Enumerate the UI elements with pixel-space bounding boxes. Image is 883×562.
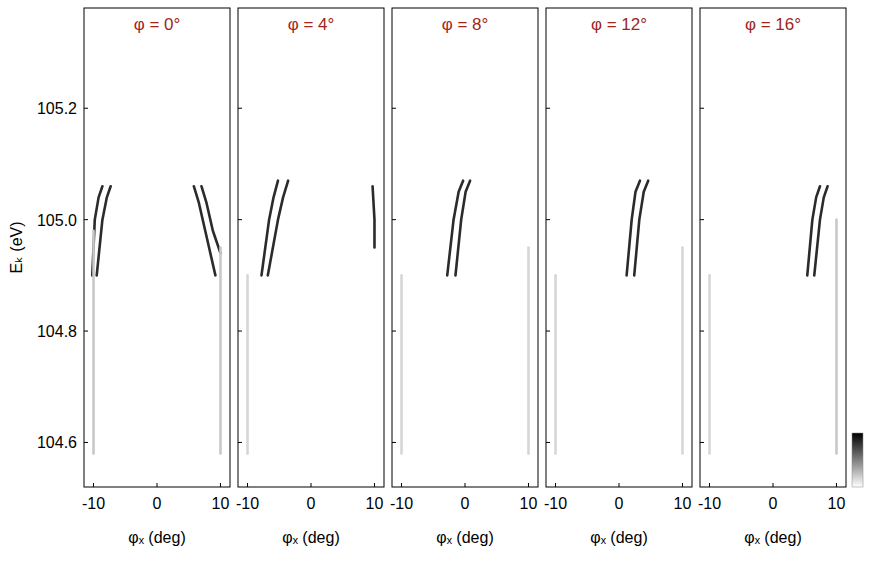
band-line (681, 248, 684, 454)
x-tick-label: -10 (544, 495, 567, 512)
x-tick (682, 483, 683, 487)
y-tick-label: 104.8 (37, 323, 77, 340)
x-tick (220, 483, 221, 487)
frame (700, 8, 846, 487)
plot-area (710, 186, 837, 453)
x-axis-title: φₓ (deg) (744, 529, 801, 546)
band-line (634, 181, 648, 276)
plot-area (556, 181, 683, 454)
frame (392, 8, 538, 487)
plot-area (92, 186, 220, 453)
y-tick-label: 105.0 (37, 212, 77, 229)
x-tick (773, 483, 774, 487)
y-tick (700, 331, 704, 332)
x-tick-label: 0 (461, 495, 470, 512)
x-tick (555, 483, 556, 487)
x-tick-label: 10 (212, 495, 230, 512)
x-tick (247, 483, 248, 487)
y-tick (392, 442, 396, 443)
band-line (219, 248, 222, 454)
y-tick (700, 442, 704, 443)
y-tick (700, 219, 704, 220)
frame (84, 8, 230, 487)
y-tick (84, 108, 88, 109)
x-tick (93, 483, 94, 487)
band-line (268, 181, 288, 276)
band-line (527, 248, 530, 454)
y-tick (546, 219, 550, 220)
band-line (814, 186, 827, 275)
panel-title: φ = 4° (288, 15, 335, 34)
x-tick-label: -10 (82, 495, 105, 512)
x-tick-label: 10 (674, 495, 692, 512)
y-tick (392, 331, 396, 332)
y-tick (546, 108, 550, 109)
band-line (246, 275, 249, 453)
x-tick-label: -10 (698, 495, 721, 512)
y-tick (392, 219, 396, 220)
x-tick (157, 483, 158, 487)
y-tick (238, 442, 242, 443)
x-tick (465, 483, 466, 487)
x-tick (528, 483, 529, 487)
chart: -10 0 10 104.6 104.8 105.0 105.2 φ = 0° φₓ (deg)… (0, 0, 883, 562)
frame (546, 8, 692, 487)
y-tick (84, 442, 88, 443)
y-tick (546, 442, 550, 443)
y-axis-title: Eₖ (eV) (8, 221, 25, 273)
y-tick (700, 108, 704, 109)
band-line (201, 186, 220, 253)
x-tick-label: 0 (615, 495, 624, 512)
y-tick (546, 331, 550, 332)
x-tick (311, 483, 312, 487)
panel-title: φ = 12° (591, 15, 647, 34)
y-tick (238, 219, 242, 220)
band-line (97, 186, 111, 275)
x-tick-label: 10 (366, 495, 384, 512)
y-tick (84, 331, 88, 332)
band-line (373, 186, 375, 247)
x-tick-label: -10 (390, 495, 413, 512)
panel-title: φ = 8° (442, 15, 489, 34)
x-tick (374, 483, 375, 487)
x-axis-title: φₓ (deg) (128, 529, 185, 546)
colorbar (852, 433, 863, 487)
y-tick (84, 219, 88, 220)
x-tick-label: 0 (307, 495, 316, 512)
panel-title: φ = 0° (134, 15, 181, 34)
band-line (835, 220, 838, 454)
panel-title: φ = 16° (745, 15, 801, 34)
x-tick (619, 483, 620, 487)
y-tick (392, 108, 396, 109)
x-tick-label: 10 (520, 495, 538, 512)
y-tick (238, 108, 242, 109)
band-line (554, 275, 557, 453)
band-line (455, 181, 470, 276)
band-line (708, 275, 711, 453)
x-tick-label: 0 (769, 495, 778, 512)
x-tick (709, 483, 710, 487)
x-tick (401, 483, 402, 487)
x-tick (836, 483, 837, 487)
band-line (92, 231, 95, 454)
x-axis-title: φₓ (deg) (436, 529, 493, 546)
y-tick-label: 105.2 (37, 100, 77, 117)
x-axis-title: φₓ (deg) (590, 529, 647, 546)
plot-area (402, 181, 529, 454)
x-tick-label: -10 (236, 495, 259, 512)
band-line (400, 275, 403, 453)
x-axis-title: φₓ (deg) (282, 529, 339, 546)
frame (238, 8, 384, 487)
y-tick (238, 331, 242, 332)
y-tick-label: 104.6 (37, 434, 77, 451)
x-tick-label: 10 (828, 495, 846, 512)
plot-area (248, 181, 375, 454)
x-tick-label: 0 (153, 495, 162, 512)
